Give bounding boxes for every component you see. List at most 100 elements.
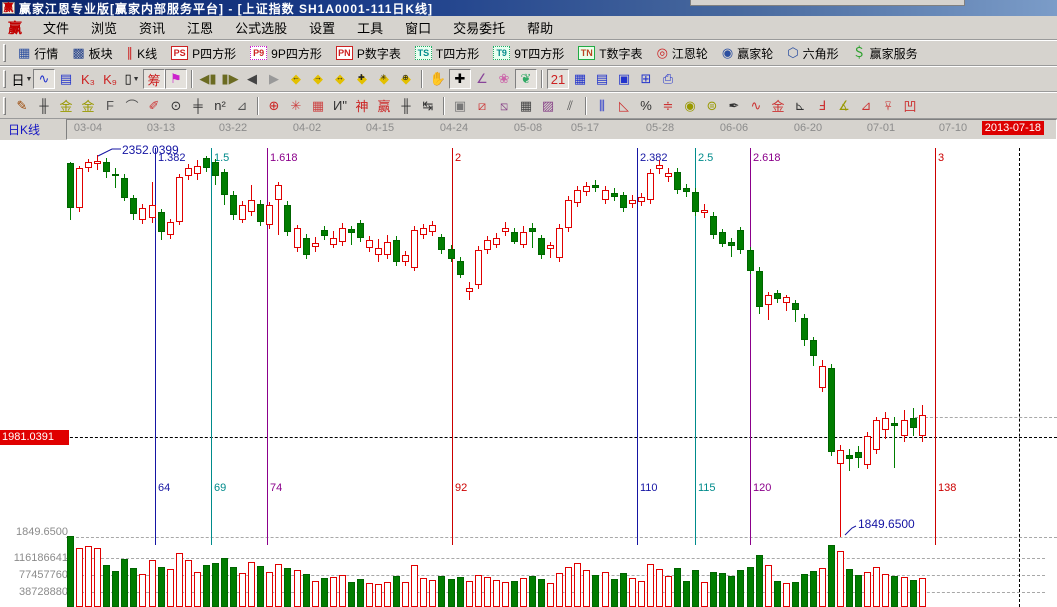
four-angle-icon[interactable]: 凹 bbox=[899, 96, 921, 116]
candle-body[interactable] bbox=[275, 185, 282, 200]
candle-body[interactable] bbox=[112, 174, 119, 176]
candle-body[interactable] bbox=[901, 420, 908, 436]
web-red-icon[interactable]: ✳ bbox=[285, 96, 307, 116]
gold-angle-icon[interactable]: ∡ bbox=[833, 96, 855, 116]
gann-target-icon[interactable]: ◆ ⊕ bbox=[401, 71, 411, 86]
candle-body[interactable] bbox=[203, 158, 210, 168]
gann-star-icon[interactable]: ◆ ✳ bbox=[379, 71, 389, 86]
candle-body[interactable] bbox=[212, 162, 219, 176]
gold-grid-2-icon[interactable]: 金 bbox=[77, 96, 99, 116]
menu-item-帮助[interactable]: 帮助 bbox=[527, 21, 554, 36]
candle-body[interactable] bbox=[366, 240, 373, 248]
ink-tool-icon[interactable]: ✒ bbox=[723, 96, 745, 116]
toolbar-grip[interactable] bbox=[3, 44, 6, 62]
candle-body[interactable] bbox=[429, 225, 436, 232]
percent-icon[interactable]: % bbox=[635, 96, 657, 116]
period-daily-icon[interactable]: 日 ▼ bbox=[11, 69, 33, 89]
menu-item-文件[interactable]: 文件 bbox=[43, 21, 70, 36]
candle-body[interactable] bbox=[330, 238, 337, 245]
candle-body[interactable] bbox=[438, 237, 445, 250]
t-square-button[interactable]: TS T四方形 bbox=[408, 42, 486, 64]
candle-body[interactable] bbox=[294, 228, 301, 248]
gold-grid-1-icon[interactable]: 金 bbox=[55, 96, 77, 116]
candle-body[interactable] bbox=[529, 228, 536, 232]
candle-body[interactable] bbox=[312, 243, 319, 247]
ying-angle-icon[interactable]: ⍫ bbox=[877, 96, 899, 116]
candle-body[interactable] bbox=[828, 368, 835, 452]
kline-3-icon[interactable]: K₃ bbox=[77, 69, 99, 89]
kline-chart[interactable]: 1981.0391 1849.6500 116186641 77457760 3… bbox=[0, 140, 1057, 607]
calendar-icon[interactable]: 21 bbox=[547, 69, 569, 89]
candle-body[interactable] bbox=[321, 230, 328, 236]
candle-body[interactable] bbox=[266, 205, 273, 225]
tracked-price-line[interactable] bbox=[0, 437, 1057, 438]
fan-red-icon[interactable]: ⧄ bbox=[471, 96, 493, 116]
candle-body[interactable] bbox=[402, 255, 409, 262]
candle-body[interactable] bbox=[420, 228, 427, 235]
candle-body[interactable] bbox=[176, 177, 183, 222]
candle-body[interactable] bbox=[230, 195, 237, 215]
candle-body[interactable] bbox=[130, 198, 137, 214]
printer-icon[interactable]: ⎙ bbox=[657, 69, 679, 89]
save-icon[interactable]: ▣ bbox=[613, 69, 635, 89]
gann-expand-icon[interactable]: ◆ ↔ bbox=[335, 71, 345, 86]
pencil-2-icon[interactable]: ✐ bbox=[143, 96, 165, 116]
calculator-icon[interactable]: ▦ bbox=[569, 69, 591, 89]
candle-body[interactable] bbox=[520, 232, 527, 245]
circle-gann-icon[interactable]: ⊙ bbox=[165, 96, 187, 116]
candle-body[interactable] bbox=[475, 250, 482, 285]
candle-body[interactable] bbox=[819, 366, 826, 388]
candle-body[interactable] bbox=[375, 248, 382, 255]
candle-body[interactable] bbox=[556, 228, 563, 258]
gann-line-2.382[interactable] bbox=[637, 148, 638, 545]
pencil-icon[interactable]: ✎ bbox=[11, 96, 33, 116]
candle-body[interactable] bbox=[448, 249, 455, 259]
candle-body[interactable] bbox=[466, 288, 473, 292]
candle-body[interactable] bbox=[411, 230, 418, 268]
target-red-icon[interactable]: ⊕ bbox=[263, 96, 285, 116]
gann-wheel-button[interactable]: ◎ 江恩轮 bbox=[650, 42, 715, 64]
toolbar-grip[interactable] bbox=[3, 96, 6, 115]
candle-body[interactable] bbox=[239, 205, 246, 220]
gann-line-2.5[interactable] bbox=[695, 148, 696, 545]
f-grid-icon[interactable]: F bbox=[99, 96, 121, 116]
ying-grid-icon[interactable]: 赢 bbox=[373, 96, 395, 116]
p-number-button[interactable]: PN P数字表 bbox=[329, 42, 408, 64]
candle-body[interactable] bbox=[701, 210, 708, 213]
candle-body[interactable] bbox=[583, 186, 590, 192]
candle-body[interactable] bbox=[719, 232, 726, 244]
parallel-lines-icon[interactable]: ⫽ bbox=[559, 96, 581, 116]
candle-body[interactable] bbox=[710, 216, 717, 235]
t-number-button[interactable]: TN T数字表 bbox=[571, 42, 649, 64]
toolbar-grip[interactable] bbox=[3, 70, 6, 88]
candle-body[interactable] bbox=[511, 232, 518, 242]
next-bar-icon[interactable]: ▶ bbox=[263, 69, 285, 89]
candle-body[interactable] bbox=[647, 173, 654, 200]
flag-mark-icon[interactable]: ⚑ bbox=[165, 69, 187, 89]
crosshair-icon[interactable]: ✚ bbox=[449, 69, 471, 89]
candle-body[interactable] bbox=[339, 228, 346, 242]
candle-body[interactable] bbox=[393, 240, 400, 262]
chart-style-icon[interactable]: ∿ bbox=[33, 69, 55, 89]
grid-dark-icon[interactable]: ▦ bbox=[515, 96, 537, 116]
pct-lines-icon[interactable]: ≑ bbox=[657, 96, 679, 116]
menu-item-设置[interactable]: 设置 bbox=[309, 21, 336, 36]
num-grid-icon[interactable]: ╫ bbox=[395, 96, 417, 116]
info-panel-icon[interactable]: ▤ bbox=[55, 69, 77, 89]
wave-tool-icon[interactable]: ∿ bbox=[745, 96, 767, 116]
gann-cross-icon[interactable]: ◆ ✚ bbox=[357, 71, 367, 86]
gold-bars-icon[interactable]: 金 bbox=[767, 96, 789, 116]
menu-item-窗口[interactable]: 窗口 bbox=[405, 21, 432, 36]
save-as-icon[interactable]: ⊞ bbox=[635, 69, 657, 89]
candle-type-icon[interactable]: ▯ ▼ bbox=[124, 71, 140, 86]
gold-lines-icon[interactable]: ⊜ bbox=[701, 96, 723, 116]
candle-body[interactable] bbox=[656, 165, 663, 169]
candle-body[interactable] bbox=[303, 238, 310, 255]
prev-bar-icon[interactable]: ◀ bbox=[241, 69, 263, 89]
menu-item-浏览[interactable]: 浏览 bbox=[91, 21, 118, 36]
menu-item-工具[interactable]: 工具 bbox=[357, 21, 384, 36]
notes-icon[interactable]: ▤ bbox=[591, 69, 613, 89]
menu-item-公式选股[interactable]: 公式选股 bbox=[235, 21, 288, 36]
speed-angle-icon[interactable]: ⊿ bbox=[855, 96, 877, 116]
width-tool-icon[interactable]: ↹ bbox=[417, 96, 439, 116]
